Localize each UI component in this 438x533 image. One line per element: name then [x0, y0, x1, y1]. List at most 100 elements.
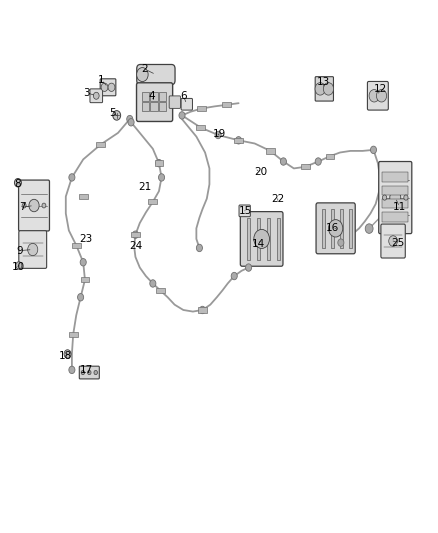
Bar [322, 209, 325, 248]
Bar [198, 308, 207, 313]
Circle shape [93, 92, 99, 99]
FancyBboxPatch shape [315, 77, 333, 101]
Bar [69, 332, 78, 337]
Circle shape [156, 159, 162, 167]
Circle shape [369, 90, 379, 102]
Bar [148, 199, 157, 205]
Bar [196, 125, 205, 130]
Circle shape [231, 272, 237, 280]
FancyBboxPatch shape [169, 96, 180, 108]
Circle shape [159, 174, 165, 181]
Text: 17: 17 [80, 365, 93, 375]
FancyBboxPatch shape [239, 205, 251, 216]
FancyBboxPatch shape [316, 203, 355, 254]
Text: 18: 18 [59, 351, 72, 361]
FancyBboxPatch shape [100, 79, 116, 96]
Bar [131, 232, 140, 237]
Text: 23: 23 [80, 234, 93, 244]
Circle shape [137, 68, 148, 82]
Circle shape [88, 370, 91, 375]
Circle shape [365, 224, 373, 233]
Bar [382, 199, 408, 208]
Text: 13: 13 [317, 77, 330, 87]
Text: 5: 5 [109, 108, 116, 118]
Bar [197, 106, 206, 111]
FancyBboxPatch shape [367, 82, 389, 110]
Text: 4: 4 [148, 91, 155, 101]
Circle shape [108, 83, 115, 92]
Circle shape [338, 239, 344, 246]
Circle shape [390, 191, 401, 204]
FancyBboxPatch shape [79, 366, 99, 379]
Text: 6: 6 [180, 91, 187, 101]
Text: 7: 7 [19, 202, 25, 212]
Text: 9: 9 [16, 246, 23, 256]
Circle shape [127, 115, 133, 123]
Circle shape [69, 174, 75, 181]
Circle shape [64, 350, 71, 358]
Circle shape [42, 203, 46, 208]
Bar [340, 209, 343, 248]
Bar [266, 148, 275, 154]
Bar [301, 164, 310, 169]
Bar [150, 92, 158, 101]
Text: 8: 8 [14, 179, 21, 189]
Bar [349, 209, 352, 248]
Circle shape [16, 262, 22, 269]
Circle shape [179, 112, 185, 119]
Circle shape [246, 264, 252, 271]
Text: 3: 3 [83, 87, 89, 98]
Circle shape [382, 195, 387, 200]
Circle shape [315, 158, 321, 165]
Circle shape [128, 118, 134, 126]
Circle shape [236, 136, 242, 144]
Circle shape [150, 280, 156, 287]
Bar [382, 186, 408, 196]
Circle shape [94, 370, 97, 375]
FancyBboxPatch shape [90, 89, 102, 103]
Bar [276, 218, 280, 260]
Bar [79, 194, 88, 199]
Circle shape [132, 231, 138, 238]
Bar [141, 92, 149, 101]
Bar [382, 172, 408, 182]
FancyBboxPatch shape [181, 99, 192, 110]
Circle shape [315, 83, 325, 95]
Bar [234, 138, 243, 143]
Text: 25: 25 [392, 238, 405, 248]
FancyBboxPatch shape [137, 83, 173, 122]
Bar [155, 160, 163, 166]
Circle shape [29, 199, 39, 212]
Circle shape [196, 244, 202, 252]
Text: 14: 14 [251, 239, 265, 249]
Circle shape [254, 229, 269, 248]
Bar [159, 102, 166, 111]
Text: 19: 19 [212, 129, 226, 139]
Bar [223, 102, 231, 108]
Text: 20: 20 [254, 167, 267, 177]
Text: 21: 21 [138, 182, 152, 192]
Circle shape [14, 179, 21, 187]
Bar [331, 209, 334, 248]
Bar [141, 102, 149, 111]
Bar [150, 102, 158, 111]
Circle shape [389, 236, 397, 246]
Circle shape [404, 195, 408, 200]
FancyBboxPatch shape [19, 231, 47, 268]
Bar [257, 218, 260, 260]
Bar [156, 288, 165, 293]
Circle shape [81, 370, 85, 375]
Circle shape [323, 83, 334, 95]
FancyBboxPatch shape [137, 64, 175, 85]
Text: 1: 1 [98, 75, 105, 85]
FancyBboxPatch shape [379, 161, 412, 233]
Text: 11: 11 [393, 202, 406, 212]
FancyBboxPatch shape [18, 180, 49, 231]
Bar [72, 243, 81, 248]
Text: 24: 24 [130, 241, 143, 252]
FancyBboxPatch shape [240, 212, 283, 266]
Bar [81, 277, 89, 282]
Bar [267, 218, 270, 260]
Text: 2: 2 [142, 64, 148, 74]
Circle shape [328, 220, 343, 237]
